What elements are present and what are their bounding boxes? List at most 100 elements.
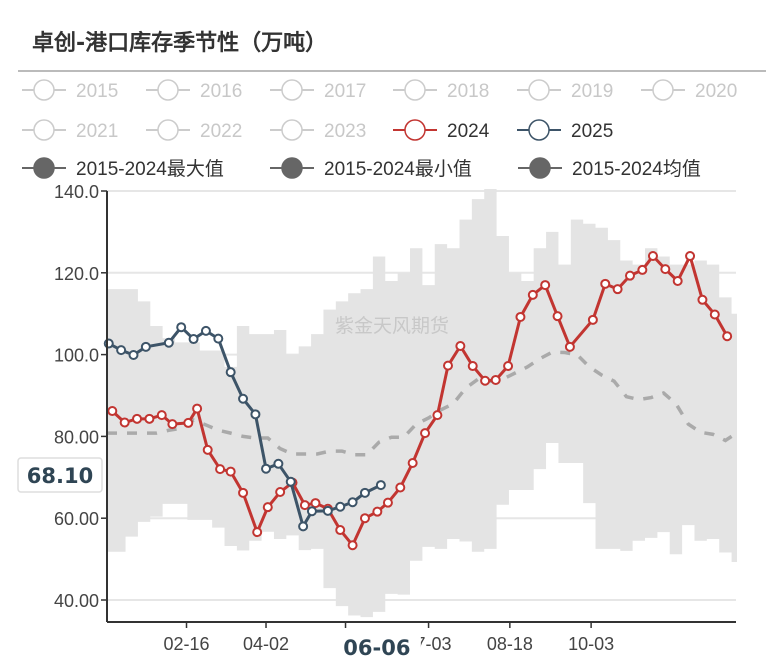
data-point-2024[interactable] <box>685 251 696 262</box>
data-point-2025[interactable] <box>103 338 114 349</box>
data-point-2024[interactable] <box>238 487 249 498</box>
data-point-2025[interactable] <box>359 487 370 498</box>
legend-item-2015-2024最大值[interactable]: 2015-2024最大值 <box>22 157 224 180</box>
data-point-2024[interactable] <box>167 419 178 430</box>
data-point-2024[interactable] <box>420 428 431 439</box>
data-point-2025[interactable] <box>200 325 211 336</box>
data-point-2024[interactable] <box>225 466 236 477</box>
data-point-2024[interactable] <box>722 331 733 342</box>
data-point-2024[interactable] <box>455 341 466 352</box>
data-point-2025[interactable] <box>375 480 386 491</box>
data-point-2024[interactable] <box>202 444 213 455</box>
data-point-2025[interactable] <box>225 367 236 378</box>
legend-label: 2025 <box>571 121 613 142</box>
data-point-2024[interactable] <box>527 289 538 300</box>
data-point-2024[interactable] <box>480 375 491 386</box>
data-point-2025[interactable] <box>306 506 317 517</box>
series-2024 <box>107 251 733 551</box>
data-point-2024[interactable] <box>156 410 167 421</box>
data-point-2024[interactable] <box>144 413 155 424</box>
legend-item-2016[interactable]: 2016 <box>146 79 242 102</box>
data-point-2025[interactable] <box>335 501 346 512</box>
data-point-2025[interactable] <box>116 345 127 356</box>
legend-item-2020[interactable]: 2020 <box>641 79 737 102</box>
data-point-2024[interactable] <box>275 487 286 498</box>
data-point-2024[interactable] <box>647 251 658 262</box>
data-point-2025[interactable] <box>163 337 174 348</box>
data-point-2024[interactable] <box>637 264 648 275</box>
y-tick-label: 120.0 <box>54 264 99 284</box>
data-point-2024[interactable] <box>119 417 130 428</box>
data-point-2024[interactable] <box>372 506 383 517</box>
data-point-2024[interactable] <box>490 374 501 385</box>
data-point-2024[interactable] <box>432 410 443 421</box>
data-point-2024[interactable] <box>252 527 263 538</box>
data-point-2025[interactable] <box>238 393 249 404</box>
data-point-2024[interactable] <box>407 457 418 468</box>
legend-item-2018[interactable]: 2018 <box>393 79 489 102</box>
legend-item-2023[interactable]: 2023 <box>270 119 366 142</box>
data-point-2024[interactable] <box>215 464 226 475</box>
legend-marker-icon <box>652 79 674 101</box>
data-point-2024[interactable] <box>612 284 623 295</box>
data-point-2025[interactable] <box>285 476 296 487</box>
legend-item-2017[interactable]: 2017 <box>270 79 366 102</box>
data-point-2025[interactable] <box>298 521 309 532</box>
chart-title: 卓创-港口库存季节性（万吨） <box>32 30 327 56</box>
data-point-2024[interactable] <box>359 513 370 524</box>
data-point-2024[interactable] <box>310 498 321 509</box>
data-point-2025[interactable] <box>261 463 272 474</box>
legend-marker-icon <box>157 119 179 141</box>
data-point-2024[interactable] <box>132 413 143 424</box>
data-point-2024[interactable] <box>600 278 611 289</box>
legend-item-2015[interactable]: 2015 <box>22 79 118 102</box>
data-point-2024[interactable] <box>552 311 563 322</box>
x-tick-label: 10-03 <box>568 634 614 654</box>
data-point-2025[interactable] <box>128 350 139 361</box>
data-point-2024[interactable] <box>697 294 708 305</box>
data-point-2024[interactable] <box>395 482 406 493</box>
data-point-2025[interactable] <box>347 497 358 508</box>
data-point-2024[interactable] <box>443 360 454 371</box>
data-point-2025[interactable] <box>188 334 199 345</box>
data-point-2024[interactable] <box>467 361 478 372</box>
data-point-2024[interactable] <box>672 275 683 286</box>
data-point-2025[interactable] <box>250 409 261 420</box>
data-point-2025[interactable] <box>213 333 224 344</box>
data-point-2024[interactable] <box>624 270 635 281</box>
data-point-2025[interactable] <box>322 505 333 516</box>
data-point-2024[interactable] <box>503 361 514 372</box>
data-point-2024[interactable] <box>192 403 203 414</box>
legend-item-2015-2024最小值[interactable]: 2015-2024最小值 <box>270 157 472 180</box>
y-tick-label: 140.0 <box>54 182 99 202</box>
data-point-2024[interactable] <box>347 540 358 551</box>
data-point-2024[interactable] <box>299 500 310 511</box>
x-pointer-label: 06-06 <box>340 628 421 662</box>
data-point-2024[interactable] <box>183 417 194 428</box>
data-point-2024[interactable] <box>709 309 720 320</box>
data-point-2024[interactable] <box>262 502 273 513</box>
legend-item-2021[interactable]: 2021 <box>22 119 118 142</box>
data-point-2025[interactable] <box>176 322 187 333</box>
legend-item-2015-2024均值[interactable]: 2015-2024均值 <box>518 157 701 180</box>
x-tick-label: 08-18 <box>487 634 533 654</box>
legend-marker-icon <box>528 79 550 101</box>
legend-item-2025[interactable]: 2025 <box>517 119 613 142</box>
data-point-2024[interactable] <box>660 264 671 275</box>
data-point-2025[interactable] <box>140 341 151 352</box>
data-point-2024[interactable] <box>107 406 118 417</box>
legend-label: 2015-2024最大值 <box>76 158 224 180</box>
y-pointer-value: 68.10 <box>27 464 93 488</box>
data-point-2024[interactable] <box>515 311 526 322</box>
average-line <box>107 350 737 457</box>
data-point-2024[interactable] <box>382 497 393 508</box>
legend-item-2022[interactable]: 2022 <box>146 119 242 142</box>
data-point-2025[interactable] <box>273 458 284 469</box>
data-point-2024[interactable] <box>540 280 551 291</box>
data-point-2024[interactable] <box>335 525 346 536</box>
data-point-2024[interactable] <box>564 341 575 352</box>
data-point-2024[interactable] <box>587 314 598 325</box>
y-tick-label: 60.00 <box>54 509 99 529</box>
legend-item-2019[interactable]: 2019 <box>517 79 613 102</box>
legend-item-2024[interactable]: 2024 <box>393 119 490 142</box>
